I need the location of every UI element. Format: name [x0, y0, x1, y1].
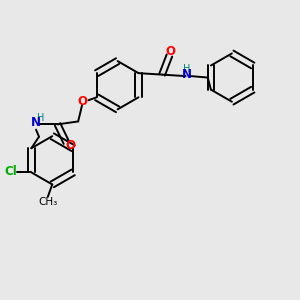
Text: H: H	[37, 112, 44, 123]
Text: O: O	[65, 139, 75, 152]
Text: CH₃: CH₃	[38, 197, 57, 207]
Text: O: O	[165, 45, 175, 58]
Text: N: N	[31, 116, 41, 129]
Text: H: H	[183, 64, 191, 74]
Text: N: N	[182, 68, 192, 81]
Text: O: O	[77, 95, 87, 108]
Text: Cl: Cl	[4, 165, 17, 178]
